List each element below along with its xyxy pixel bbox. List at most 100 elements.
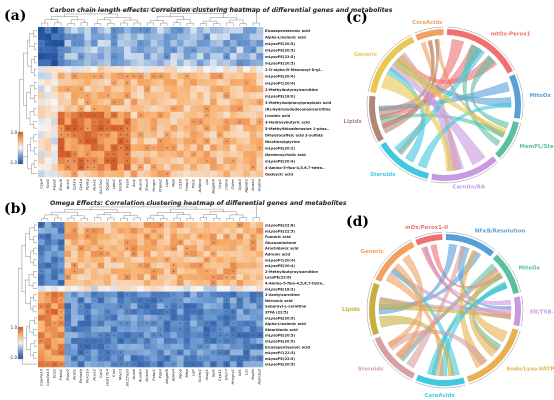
row-label: (R)-Hydroxydodecanoylcarnitine xyxy=(265,107,331,111)
significance-mark: * xyxy=(252,247,254,251)
row-label: Fumaric acid xyxy=(265,235,291,239)
heatmap-cell xyxy=(157,256,165,263)
significance-mark: * xyxy=(146,29,148,33)
heatmap-cell xyxy=(183,144,191,152)
significance-mark: * xyxy=(252,322,254,326)
heatmap-cell xyxy=(157,326,165,333)
heatmap-grid-b: * * * * ** * * ** * * * * * * ** * * * ** * * * * * * ** * * * * ** * * *… xyxy=(38,222,264,368)
heatmap-cell xyxy=(57,144,65,152)
heatmap-cell xyxy=(90,124,98,132)
heatmap-cell xyxy=(38,256,45,263)
heatmap-cell xyxy=(104,291,112,298)
dendrogram-branch xyxy=(25,233,31,257)
row-label: mLysoPE(22:5) xyxy=(265,55,295,59)
significance-mark: * xyxy=(120,351,122,355)
heatmap-cell xyxy=(150,222,158,229)
heatmap-cell xyxy=(229,144,237,152)
heatmap-cell xyxy=(190,303,198,310)
significance-mark: * xyxy=(41,253,43,257)
dendrogram-branch xyxy=(104,17,131,21)
heatmap-cell xyxy=(44,144,52,152)
heatmap-cell xyxy=(203,280,211,287)
significance-mark: * xyxy=(120,363,122,367)
dendrogram-branch xyxy=(147,217,154,221)
heatmap-cell xyxy=(183,98,191,106)
heatmap-cell xyxy=(243,314,251,321)
heatmap-cell xyxy=(176,245,184,252)
heatmap-cell xyxy=(229,361,237,368)
heatmap-cell xyxy=(256,92,264,100)
heatmap-cell xyxy=(196,163,204,171)
heatmap-cell xyxy=(124,105,131,113)
significance-mark: * xyxy=(186,247,188,251)
heatmap-cell xyxy=(84,285,92,292)
heatmap-cell xyxy=(77,274,85,281)
heatmap-cell xyxy=(130,297,138,304)
heatmap-cell xyxy=(97,251,105,258)
significance-mark: * xyxy=(113,160,115,164)
heatmap-cell xyxy=(210,291,217,298)
heatmap-cell xyxy=(236,361,244,368)
column-label: Ucp1 xyxy=(217,179,222,189)
heatmap-cell xyxy=(203,251,211,258)
heatmap-cell xyxy=(163,314,171,321)
heatmap-cell xyxy=(223,72,231,80)
heatmap-cell xyxy=(38,131,45,139)
heatmap-cell xyxy=(110,227,118,234)
heatmap-cell xyxy=(229,239,237,246)
heatmap-cell xyxy=(229,131,237,139)
dendrogram-branch xyxy=(33,259,37,266)
dendrogram-branch xyxy=(143,203,257,218)
heatmap-cell xyxy=(117,157,125,165)
significance-mark: * xyxy=(140,134,142,138)
heatmap-cell xyxy=(124,291,131,298)
heatmap-cell xyxy=(104,361,112,368)
heatmap-cell xyxy=(77,27,85,34)
significance-mark: * xyxy=(87,351,89,355)
heatmap-cell xyxy=(190,361,198,368)
significance-mark: * xyxy=(206,36,208,40)
dendrogram-branch xyxy=(33,134,37,142)
heatmap-cell xyxy=(137,326,145,333)
column-label: Pdk4 xyxy=(157,368,162,378)
dendrogram-branch xyxy=(133,22,141,26)
heatmap-cell xyxy=(137,85,145,93)
heatmap-cell xyxy=(236,105,244,113)
significance-mark: * xyxy=(54,62,56,66)
significance-mark: * xyxy=(93,340,95,344)
heatmap-cell xyxy=(124,27,131,34)
heatmap-cell xyxy=(124,98,131,106)
heatmap-cell xyxy=(38,85,45,93)
heatmap-cell xyxy=(137,46,145,54)
dendrogram-branch xyxy=(33,108,37,116)
heatmap-cell xyxy=(137,239,145,246)
heatmap-cell xyxy=(130,338,138,345)
heatmap-cell xyxy=(84,297,92,304)
heatmap-cell xyxy=(124,92,131,100)
heatmap-cell xyxy=(236,131,244,139)
heatmap-cell xyxy=(183,326,191,333)
significance-mark: * xyxy=(60,363,62,367)
heatmap-cell xyxy=(229,349,237,356)
heatmap-cell xyxy=(117,239,125,246)
heatmap-cell xyxy=(223,320,231,327)
dendrogram-branch xyxy=(32,305,37,313)
significance-mark: * xyxy=(74,328,76,332)
column-label: Acadm xyxy=(138,369,143,383)
heatmap-cell xyxy=(110,332,118,339)
heatmap-cell xyxy=(77,314,85,321)
significance-mark: * xyxy=(87,160,89,164)
heatmap-cell xyxy=(243,291,251,298)
heatmap-cell xyxy=(243,361,251,368)
heatmap-cell xyxy=(249,72,257,80)
heatmap-cell xyxy=(90,46,98,54)
significance-mark: * xyxy=(259,357,261,361)
heatmap-cell xyxy=(64,53,72,60)
heatmap-cell xyxy=(104,72,112,80)
heatmap-cell xyxy=(117,92,125,100)
heatmap-cell xyxy=(97,239,105,246)
heatmap-cell xyxy=(104,314,112,321)
significance-mark: * xyxy=(87,140,89,144)
heatmap-cell xyxy=(196,256,204,263)
panel-label-d: (d) xyxy=(346,214,369,230)
